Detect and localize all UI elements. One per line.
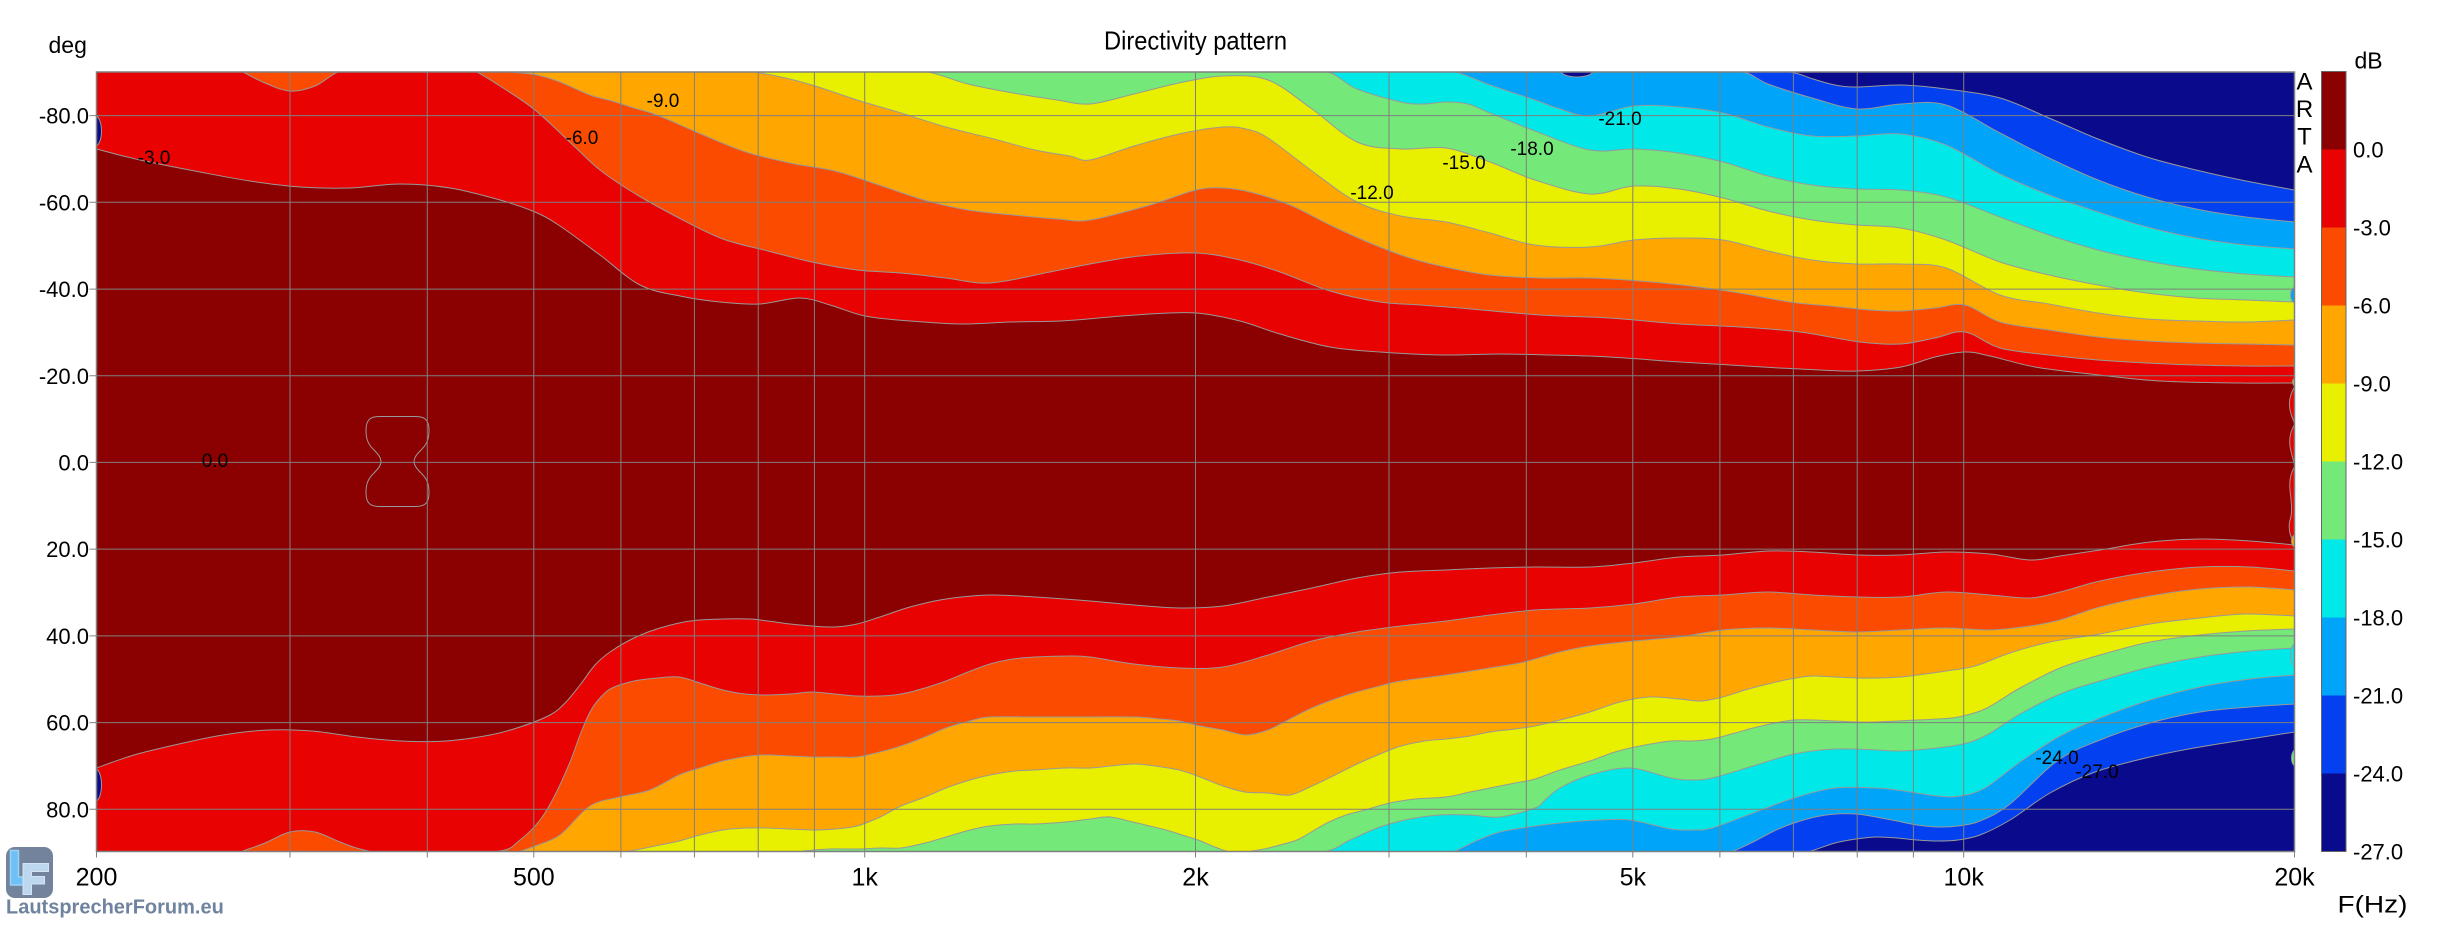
svg-text:LautsprecherForum.eu: LautsprecherForum.eu: [6, 897, 224, 919]
svg-text:-12.0: -12.0: [1350, 183, 1393, 204]
svg-text:60.0: 60.0: [46, 711, 89, 736]
svg-text:-3.0: -3.0: [138, 148, 171, 169]
svg-text:-9.0: -9.0: [2353, 372, 2391, 397]
svg-text:-40.0: -40.0: [39, 277, 89, 302]
svg-text:-60.0: -60.0: [39, 190, 89, 215]
svg-text:40.0: 40.0: [46, 624, 89, 649]
svg-text:dB: dB: [2355, 48, 2383, 74]
svg-text:-24.0: -24.0: [2353, 762, 2403, 787]
svg-text:Directivity pattern: Directivity pattern: [1104, 26, 1287, 56]
svg-text:-9.0: -9.0: [647, 91, 680, 112]
svg-text:T: T: [2297, 124, 2312, 151]
svg-text:80.0: 80.0: [46, 797, 89, 822]
svg-text:R: R: [2296, 96, 2313, 123]
svg-text:5k: 5k: [1620, 864, 1647, 892]
svg-text:-21.0: -21.0: [1598, 109, 1641, 130]
svg-text:0.0: 0.0: [58, 450, 89, 475]
svg-text:500: 500: [513, 864, 555, 892]
svg-text:-12.0: -12.0: [2353, 450, 2403, 475]
svg-text:-15.0: -15.0: [2353, 528, 2403, 553]
svg-text:-27.0: -27.0: [2353, 840, 2403, 865]
svg-text:20.0: 20.0: [46, 537, 89, 562]
svg-text:20k: 20k: [2274, 864, 2315, 892]
svg-text:-18.0: -18.0: [1510, 139, 1553, 160]
svg-text:-3.0: -3.0: [2353, 216, 2391, 241]
svg-text:0.0: 0.0: [2353, 138, 2384, 163]
svg-text:-21.0: -21.0: [2353, 684, 2403, 709]
svg-text:0.0: 0.0: [202, 451, 228, 472]
svg-text:-15.0: -15.0: [1442, 153, 1485, 174]
svg-text:-24.0: -24.0: [2035, 748, 2078, 769]
svg-text:-6.0: -6.0: [566, 128, 599, 149]
svg-text:10k: 10k: [1944, 864, 1985, 892]
svg-text:1k: 1k: [851, 864, 878, 892]
svg-text:200: 200: [76, 864, 118, 892]
svg-text:-18.0: -18.0: [2353, 606, 2403, 631]
svg-text:deg: deg: [49, 32, 87, 58]
svg-text:A: A: [2296, 151, 2312, 178]
svg-text:A: A: [2296, 68, 2312, 95]
svg-text:-20.0: -20.0: [39, 364, 89, 389]
svg-text:F(Hz): F(Hz): [2338, 892, 2408, 919]
svg-text:2k: 2k: [1182, 864, 1209, 892]
svg-text:-27.0: -27.0: [2075, 762, 2118, 783]
svg-text:-6.0: -6.0: [2353, 294, 2391, 319]
svg-text:-80.0: -80.0: [39, 104, 89, 129]
